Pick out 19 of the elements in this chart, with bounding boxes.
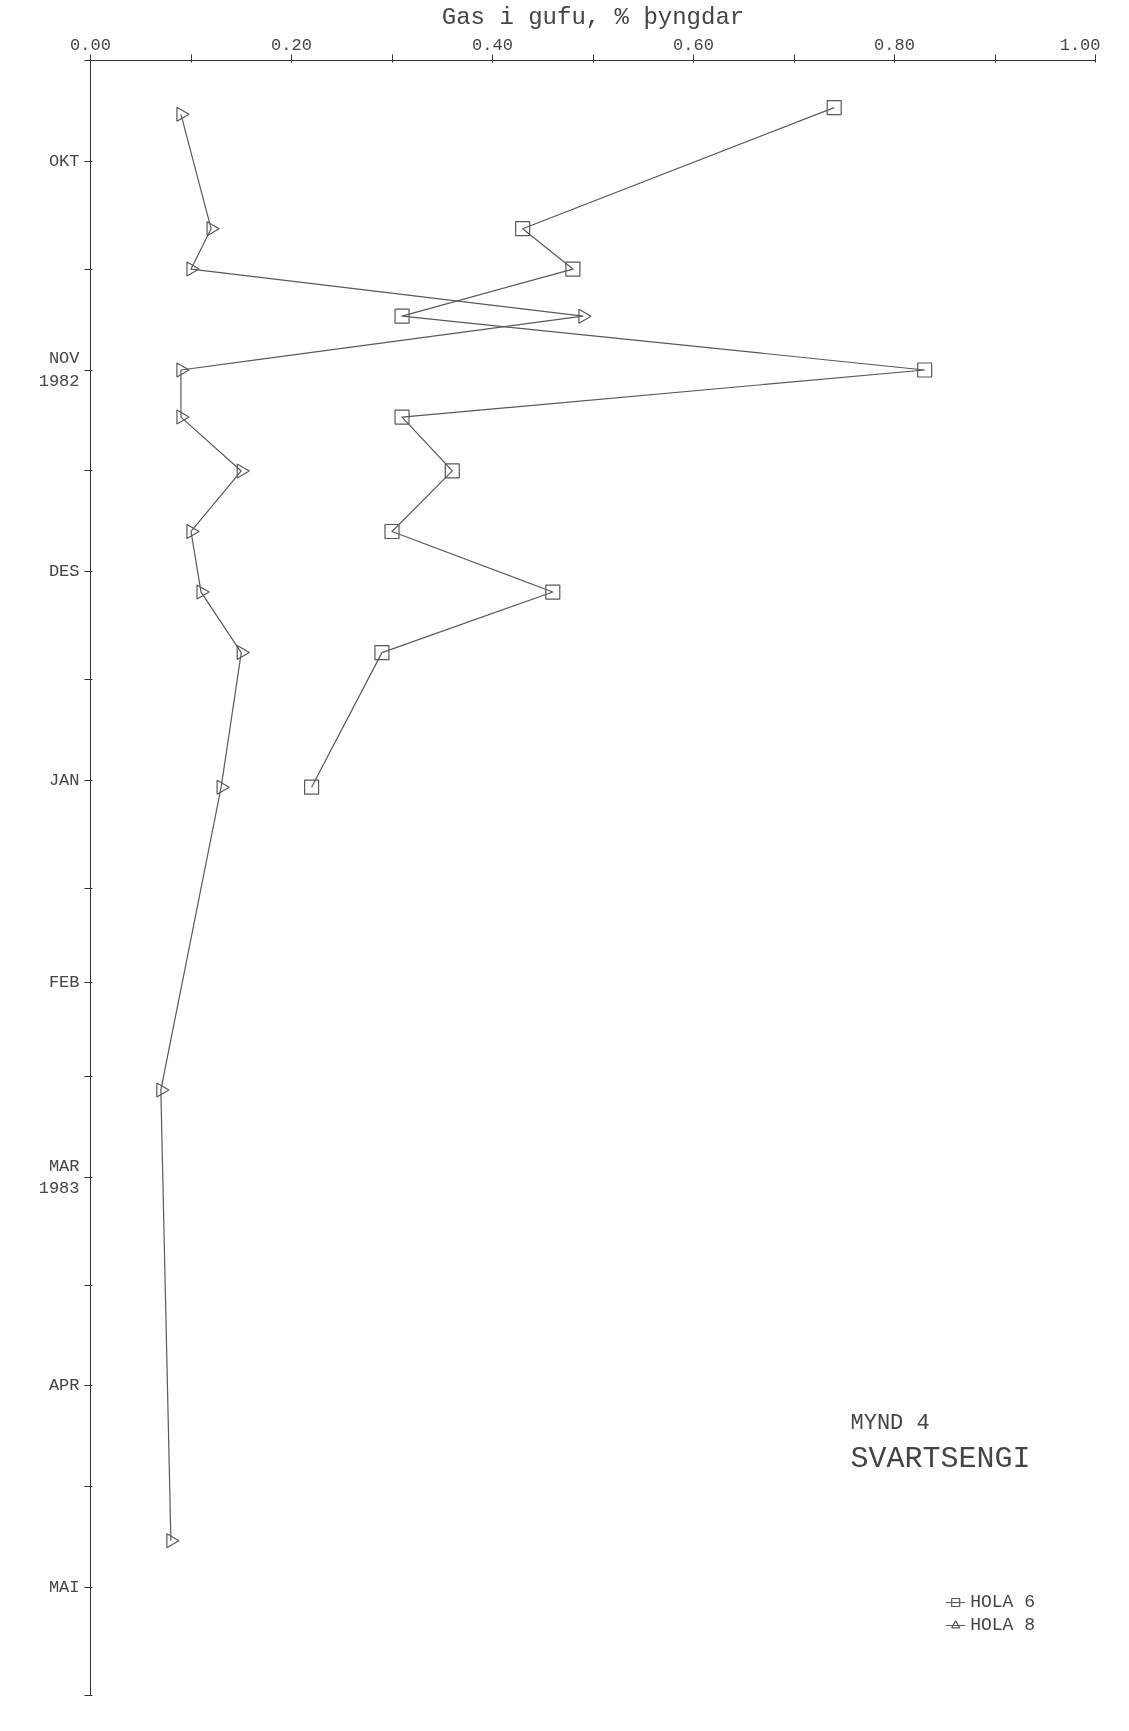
y-tick-label: NOV 1982 xyxy=(38,349,81,391)
x-tick-label: 0.00 xyxy=(70,35,111,55)
x-tick-label: 1.00 xyxy=(1059,35,1101,55)
y-tick-label: FEB xyxy=(48,972,80,992)
text: MYND 4 xyxy=(850,1410,930,1436)
legend-label: HOLA 8 xyxy=(970,1615,1035,1635)
x-tick-label: 0.40 xyxy=(472,35,513,55)
y-tick-label: OKT xyxy=(48,151,80,171)
y-tick-label: MAR 1983 xyxy=(38,1156,80,1199)
y-tick-label: MAI xyxy=(48,1578,80,1598)
text: SVARTSENGI xyxy=(850,1441,1031,1476)
x-tick-label: 0.60 xyxy=(673,35,714,55)
x-axis-title: Gas i gufu, % þyngdar xyxy=(441,3,745,31)
y-tick-label: DES xyxy=(48,562,80,582)
x-tick-label: 0.80 xyxy=(874,35,915,55)
y-tick-label: APR xyxy=(48,1376,80,1396)
x-tick-label: 0.20 xyxy=(271,35,312,55)
y-tick-label: JAN xyxy=(48,770,80,790)
legend-label: HOLA 6 xyxy=(970,1592,1035,1612)
